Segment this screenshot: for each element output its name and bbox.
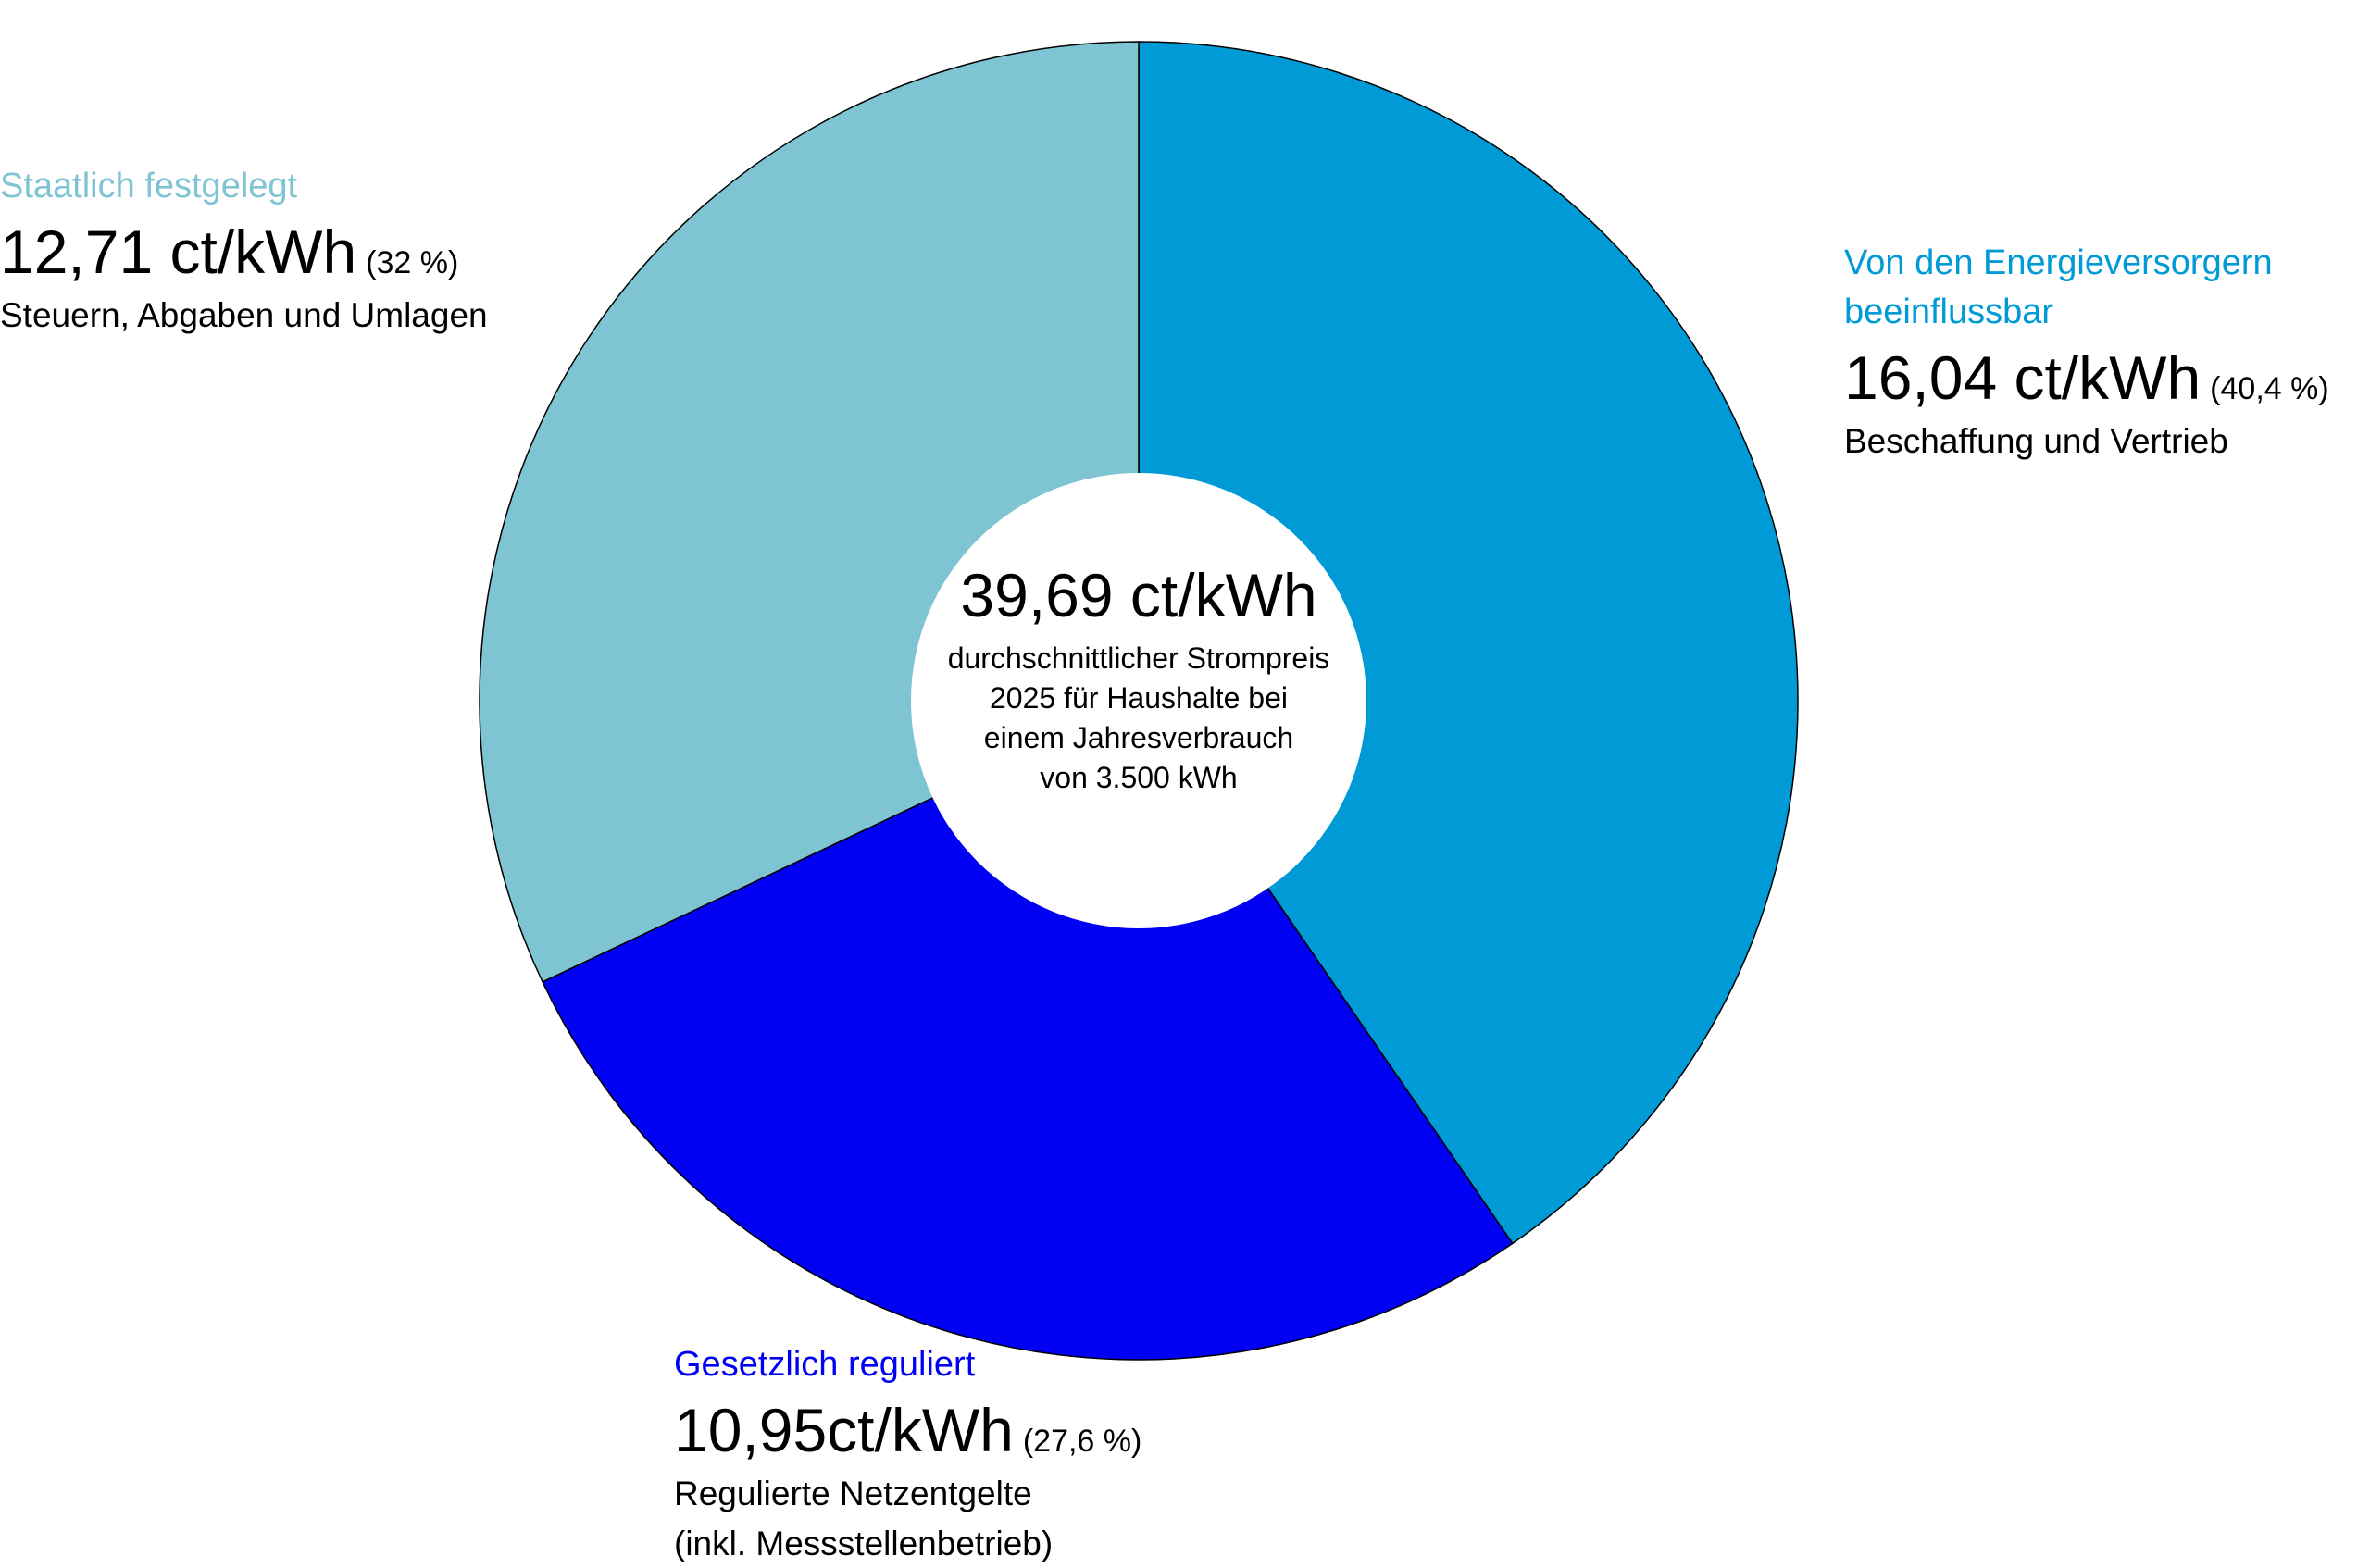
slice-value-line: 12,71 ct/kWh (32 %) xyxy=(0,217,488,287)
donut-center-label: 39,69 ct/kWh durchschnittlicher Strompre… xyxy=(926,561,1352,799)
slice-value-label: 12,71 ct/kWh xyxy=(0,218,357,287)
slice-description: Beschaffung und Vertrieb xyxy=(1844,422,2228,461)
slice-value-label: 16,04 ct/kWh xyxy=(1844,343,2202,413)
slice-label-gesetzlich-reguliert: Gesetzlich reguliert 10,95ct/kWh (27,6 %)… xyxy=(674,1340,1141,1568)
slice-value-label: 10,95ct/kWh xyxy=(674,1396,1014,1465)
donut-center-hole xyxy=(911,473,1366,928)
slice-label-staatlich-festgelegt: Staatlich festgelegt 12,71 ct/kWh (32 %) … xyxy=(0,162,488,341)
slice-description: Regulierte Netzentgelte (inkl. Messstell… xyxy=(674,1475,1054,1562)
slice-category-label: Von den Energieversorgern beeinflussbar xyxy=(1844,243,2273,332)
slice-percent-label: (32 %) xyxy=(366,245,459,281)
slice-percent-label: (27,6 %) xyxy=(1022,1424,1142,1460)
slice-label-energieversorger: Von den Energieversorgern beeinflussbar … xyxy=(1844,239,2329,467)
slice-value-line: 16,04 ct/kWh (40,4 %) xyxy=(1844,342,2329,413)
donut-slice-0 xyxy=(1138,41,1799,1245)
slice-value-line: 10,95ct/kWh (27,6 %) xyxy=(674,1395,1141,1465)
donut-slice-1 xyxy=(542,700,1514,1361)
total-price-description: durchschnittlicher Strompreis 2025 für H… xyxy=(947,641,1330,795)
slice-description: Steuern, Abgaben und Umlagen xyxy=(0,296,488,335)
slice-percent-label: (40,4 %) xyxy=(2210,371,2329,407)
slice-category-label: Staatlich festgelegt xyxy=(0,167,298,205)
slice-category-label: Gesetzlich reguliert xyxy=(674,1345,976,1384)
total-price-value: 39,69 ct/kWh xyxy=(960,561,1317,629)
